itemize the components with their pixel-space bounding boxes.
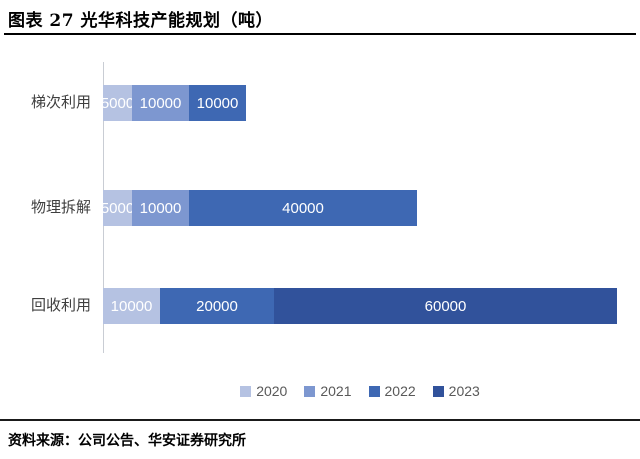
bar-value-label: 10000: [110, 297, 153, 315]
legend-swatch: [432, 385, 444, 397]
category-label: 回收利用: [30, 297, 91, 314]
bar-segment-2022: 40000: [189, 190, 417, 226]
legend-label: 2022: [384, 383, 416, 399]
bar-segment-2022: 20000: [160, 288, 274, 324]
stacked-bar: 5000 10000 10000: [100, 85, 246, 121]
legend-label: 2023: [448, 383, 480, 399]
capacity-stacked-bar-chart: 梯次利用 5000 10000 10000 物理拆解 5000 10000 40000 回收利用…: [0, 58, 640, 358]
bar-value-label: 10000: [196, 94, 239, 112]
legend-item-2021: 2021: [304, 383, 352, 399]
stacked-bar: 5000 10000 40000: [100, 190, 417, 226]
bar-value-label: 10000: [139, 199, 182, 217]
bar-row: 回收利用 10000 20000 60000: [0, 288, 640, 324]
bar-row: 物理拆解 5000 10000 40000: [0, 190, 640, 226]
bar-value-label: 5000: [100, 199, 135, 217]
bar-value-label: 10000: [139, 94, 182, 112]
legend-item-2020: 2020: [240, 383, 287, 399]
bar-row: 梯次利用 5000 10000 10000: [0, 85, 640, 121]
title-divider: [4, 33, 636, 35]
bar-segment-2021: 10000: [132, 85, 189, 121]
bar-segment-2020: 5000: [100, 190, 135, 226]
bar-value-label: 20000: [196, 297, 238, 315]
plot-area: 梯次利用 5000 10000 10000 物理拆解 5000 10000 40000 回收利用…: [0, 85, 640, 324]
chart-legend: 2020 2021 2022 2023: [103, 383, 617, 399]
bar-value-label: 60000: [424, 297, 467, 315]
legend-label: 2021: [320, 383, 352, 399]
bar-segment-2020: 5000: [100, 85, 135, 121]
footer-divider: [0, 419, 640, 421]
bar-segment-2020: 10000: [103, 288, 160, 324]
legend-item-2022: 2022: [368, 383, 416, 399]
bar-value-label: 5000: [100, 94, 135, 112]
legend-swatch: [240, 385, 252, 397]
legend-swatch: [304, 385, 316, 397]
figure-title: 图表 27 光华科技产能规划（吨）: [8, 11, 273, 31]
legend-item-2023: 2023: [432, 383, 480, 399]
stacked-bar: 10000 20000 60000: [103, 288, 617, 324]
category-label: 物理拆解: [30, 199, 91, 216]
category-label: 梯次利用: [30, 94, 91, 111]
bar-segment-2023: 60000: [274, 288, 617, 324]
bar-segment-2021: 10000: [132, 190, 189, 226]
legend-label: 2020: [256, 383, 288, 399]
legend-swatch: [368, 385, 380, 397]
source-note: 资料来源：公司公告、华安证券研究所: [8, 433, 246, 449]
bar-value-label: 40000: [282, 199, 324, 217]
bar-segment-2022: 10000: [189, 85, 246, 121]
